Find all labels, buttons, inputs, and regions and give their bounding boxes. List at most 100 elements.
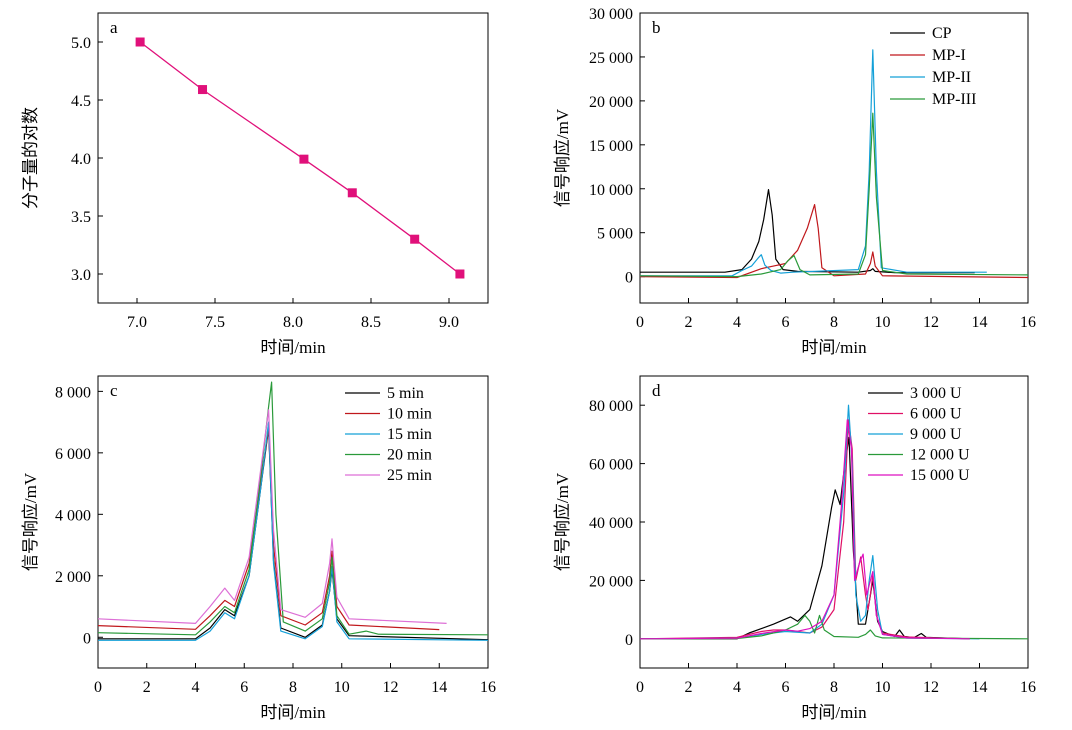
data-point-marker	[135, 37, 145, 47]
legend-label: 10 min	[387, 406, 432, 423]
x-tick-label: 8	[830, 314, 838, 331]
y-tick-label: 25 000	[589, 50, 633, 67]
x-tick-label: 6	[240, 679, 248, 696]
data-point-marker	[299, 154, 309, 164]
legend-label: 20 min	[387, 447, 432, 464]
y-axis-label: 分子量的对数	[21, 107, 40, 209]
legend-label: 5 min	[387, 385, 424, 402]
panel-d: 0 2 4 6 8 10 12 14 16 0 20 000 40 000 60 000 80 000 时间…	[553, 375, 1036, 722]
legend-label: 9 000 U	[910, 426, 962, 443]
panel-letter: c	[110, 381, 118, 400]
y-tick-label: 3.0	[71, 267, 91, 284]
y-tick-label: 8 000	[55, 384, 91, 401]
y-tick-label: 30 000	[589, 6, 633, 23]
x-tick-label: 2	[685, 314, 693, 331]
series-line-data	[139, 41, 461, 275]
x-tick-label: 8.0	[283, 314, 303, 331]
x-tick-label: 12	[383, 679, 399, 696]
y-tick-label: 5 000	[597, 226, 633, 243]
y-tick-label: 4 000	[55, 507, 91, 524]
data-point-marker	[347, 188, 357, 198]
legend-label: CP	[932, 25, 952, 42]
x-tick-label: 16	[480, 679, 496, 696]
x-tick-label: 0	[636, 679, 644, 696]
x-tick-label: 7.0	[127, 314, 147, 331]
y-tick-label: 60 000	[589, 457, 633, 474]
y-axis-label: 信号响应/mV	[21, 472, 40, 571]
series-line-20-min	[98, 381, 488, 636]
x-tick-label: 4	[192, 679, 200, 696]
data-point-marker	[198, 85, 208, 95]
data-point-marker	[455, 269, 465, 279]
y-tick-label: 0	[625, 270, 633, 287]
y-tick-label: 6 000	[55, 446, 91, 463]
series-line-cp	[640, 189, 975, 274]
series-line-mp-iii	[640, 112, 1028, 278]
x-tick-label: 12	[923, 679, 939, 696]
x-tick-label: 10	[334, 679, 350, 696]
x-tick-label: 9.0	[439, 314, 459, 331]
x-axis-label: 时间/min	[801, 703, 867, 722]
series-line-25-min	[98, 409, 447, 624]
panel-c: 0 2 4 6 8 10 12 14 16 0 2 000 4 000 6 000 8 000 时间/min…	[21, 375, 496, 722]
series-line-15-000-u	[640, 419, 970, 640]
y-tick-label: 4.0	[71, 151, 91, 168]
x-tick-label: 16	[1020, 314, 1036, 331]
legend-label: MP-II	[932, 69, 971, 86]
x-tick-label: 8	[289, 679, 297, 696]
legend-label: MP-I	[932, 47, 966, 64]
y-tick-label: 20 000	[589, 573, 633, 590]
plot-frame	[639, 12, 1029, 304]
panel-letter: d	[652, 381, 661, 400]
y-tick-label: 5.0	[71, 35, 91, 52]
x-tick-label: 10	[875, 679, 891, 696]
x-tick-label: 7.5	[205, 314, 225, 331]
y-tick-label: 4.5	[71, 93, 91, 110]
x-tick-label: 14	[972, 679, 988, 696]
x-tick-label: 0	[94, 679, 102, 696]
x-tick-label: 6	[782, 679, 790, 696]
x-tick-label: 4	[733, 314, 741, 331]
legend-label: MP-III	[932, 91, 976, 108]
x-tick-label: 4	[733, 679, 741, 696]
plot-frame	[639, 375, 1029, 669]
series-line-mp-ii	[640, 49, 987, 277]
x-tick-label: 0	[636, 314, 644, 331]
panel-letter: a	[110, 18, 118, 37]
x-tick-label: 12	[923, 314, 939, 331]
x-tick-label: 16	[1020, 679, 1036, 696]
series-line-12-000-u	[640, 614, 1028, 640]
y-tick-label: 20 000	[589, 94, 633, 111]
legend-label: 6 000 U	[910, 406, 962, 423]
data-point-marker	[410, 234, 420, 244]
y-tick-label: 40 000	[589, 515, 633, 532]
x-tick-label: 8.5	[361, 314, 381, 331]
y-tick-label: 2 000	[55, 569, 91, 586]
x-axis-label: 时间/min	[260, 703, 326, 722]
y-tick-label: 10 000	[589, 182, 633, 199]
y-tick-label: 15 000	[589, 138, 633, 155]
y-tick-label: 80 000	[589, 398, 633, 415]
series-line-mp-i	[640, 204, 1028, 279]
legend-label: 12 000 U	[910, 447, 970, 464]
plot-frame	[97, 12, 489, 304]
panel-a: 7.0 7.5 8.0 8.5 9.0 3.0 3.5 4.0 4.5 5.0 时间/min 分子量的…	[21, 12, 489, 357]
legend-label: 15 min	[387, 426, 432, 443]
x-tick-label: 2	[685, 679, 693, 696]
x-tick-label: 8	[830, 679, 838, 696]
y-tick-label: 3.5	[71, 209, 91, 226]
y-axis-label: 信号响应/mV	[553, 472, 572, 571]
panel-b: 0 2 4 6 8 10 12 14 16 0 5 000 10 000 15 000 20 000 25 …	[553, 6, 1036, 357]
x-tick-label: 2	[143, 679, 151, 696]
y-axis-label: 信号响应/mV	[553, 108, 572, 207]
y-tick-label: 0	[625, 632, 633, 649]
legend-label: 3 000 U	[910, 385, 962, 402]
y-tick-label: 0	[83, 630, 91, 647]
legend-label: 15 000 U	[910, 467, 970, 484]
x-axis-label: 时间/min	[801, 338, 867, 357]
x-tick-label: 14	[431, 679, 447, 696]
panel-letter: b	[652, 18, 661, 37]
x-tick-label: 10	[875, 314, 891, 331]
x-tick-label: 6	[782, 314, 790, 331]
